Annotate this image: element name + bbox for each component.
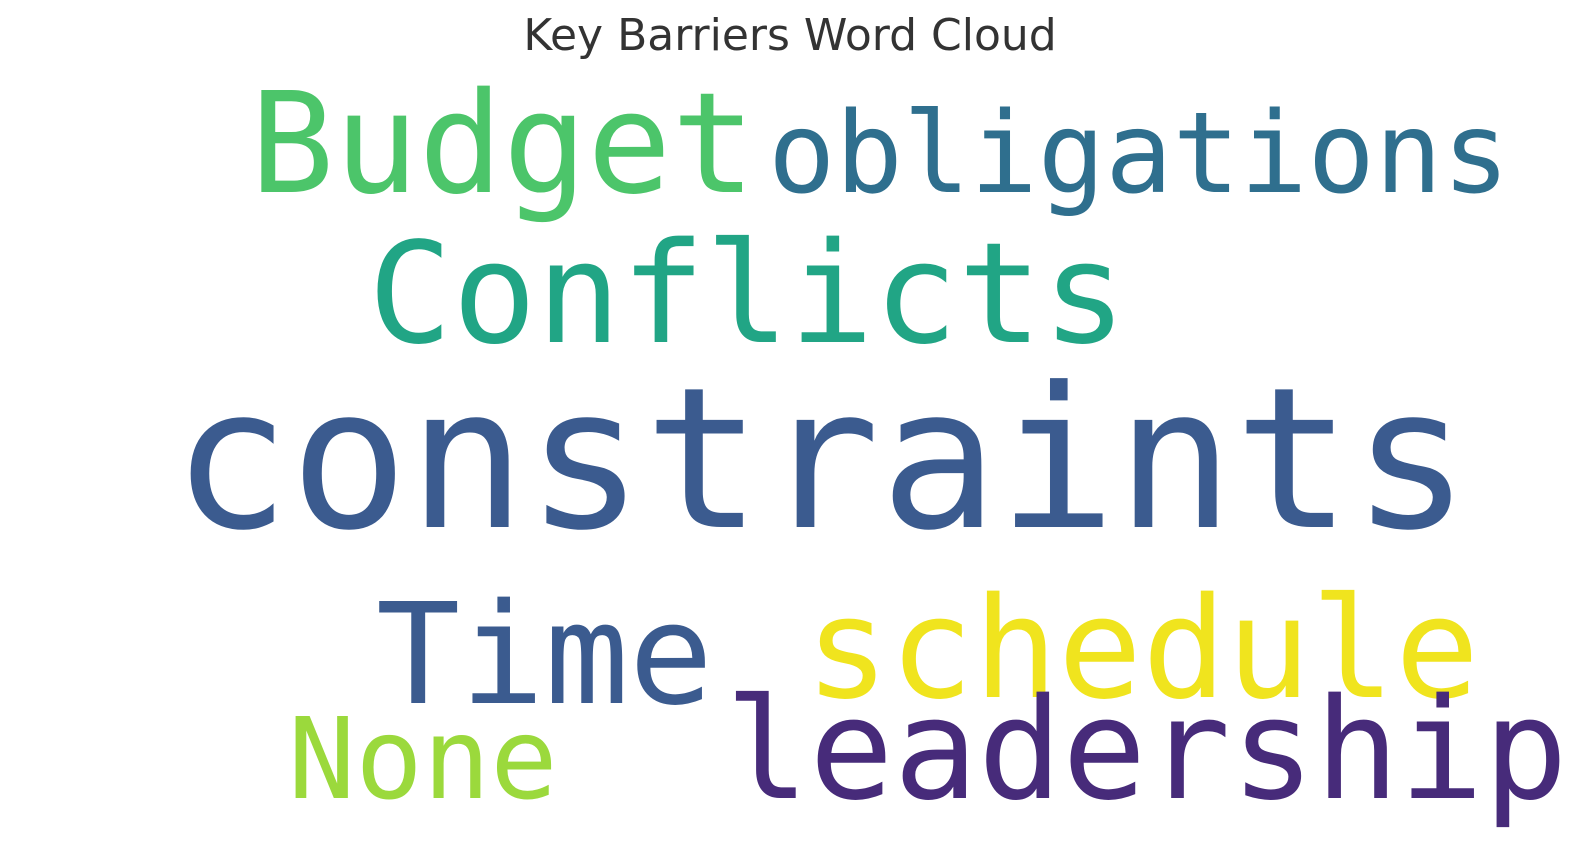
word-time: Time [376,574,713,737]
word-none: None [288,695,558,825]
word-conflicts: Conflicts [368,213,1127,376]
chart-title: Key Barriers Word Cloud [523,10,1057,61]
word-constraints: constraints [172,346,1470,574]
word-budget: Budget [250,63,756,226]
word-schedule: schedule [805,568,1479,731]
word-obligations: obligations [768,89,1510,219]
word-leadership: leadership [725,669,1568,832]
